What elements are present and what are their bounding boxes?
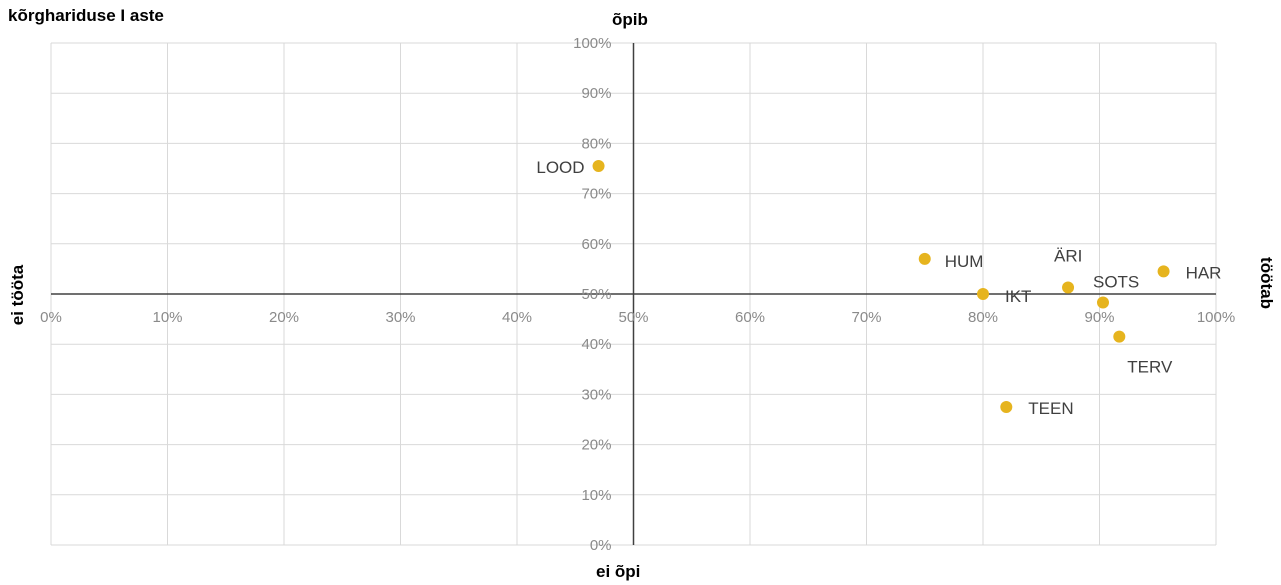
data-point-label: HUM xyxy=(945,252,984,271)
y-tick-label: 30% xyxy=(581,386,611,403)
y-tick-label: 80% xyxy=(581,135,611,152)
data-point-label: TERV xyxy=(1127,358,1173,377)
y-tick-label: 60% xyxy=(581,236,611,253)
data-point xyxy=(1096,296,1109,309)
data-point xyxy=(1157,265,1170,278)
data-point xyxy=(977,288,989,300)
y-tick-label: 0% xyxy=(590,537,612,554)
x-tick-label: 90% xyxy=(1084,309,1114,326)
data-point xyxy=(1113,330,1126,343)
x-tick-label: 70% xyxy=(851,309,881,326)
x-tick-label: 10% xyxy=(152,309,182,326)
x-tick-label: 100% xyxy=(1197,309,1235,326)
data-point xyxy=(1062,281,1075,294)
y-tick-label: 40% xyxy=(581,336,611,353)
x-tick-label: 60% xyxy=(735,309,765,326)
data-point-label: IKT xyxy=(1005,287,1031,306)
data-point-label: HAR xyxy=(1186,263,1222,282)
x-tick-label: 30% xyxy=(385,309,415,326)
chart-title: kõrghariduse I aste xyxy=(8,6,164,25)
data-point xyxy=(592,159,605,172)
axis-name-bottom: ei õpi xyxy=(596,562,641,581)
data-point xyxy=(1000,400,1013,413)
x-tick-label: 80% xyxy=(968,309,998,326)
x-tick-label: 40% xyxy=(502,309,532,326)
y-tick-label: 70% xyxy=(581,186,611,203)
data-points: LOOD HUM IKT ÄRI SOTS HAR TERV TEEN xyxy=(536,158,1221,418)
y-tick-label: 90% xyxy=(581,85,611,102)
x-tick-label: 20% xyxy=(269,309,299,326)
x-tick-label: 0% xyxy=(40,309,62,326)
y-tick-label: 10% xyxy=(581,487,611,504)
data-point-label: SOTS xyxy=(1093,273,1139,292)
data-point-label: LOOD xyxy=(536,158,584,177)
y-tick-label: 20% xyxy=(581,437,611,454)
data-point-label: ÄRI xyxy=(1054,246,1082,265)
x-tick-label: 50% xyxy=(618,309,648,326)
y-tick-label: 100% xyxy=(573,35,611,52)
y-tick-label: 50% xyxy=(581,286,611,303)
axes xyxy=(51,43,1216,545)
axis-name-top: õpib xyxy=(612,10,648,29)
data-point-label: TEEN xyxy=(1028,399,1073,418)
data-point xyxy=(918,252,931,265)
tick-labels: 0% 10% 20% 30% 40% 50% 60% 70% 80% 90% 100% 0% 10% 20… xyxy=(40,35,1235,554)
